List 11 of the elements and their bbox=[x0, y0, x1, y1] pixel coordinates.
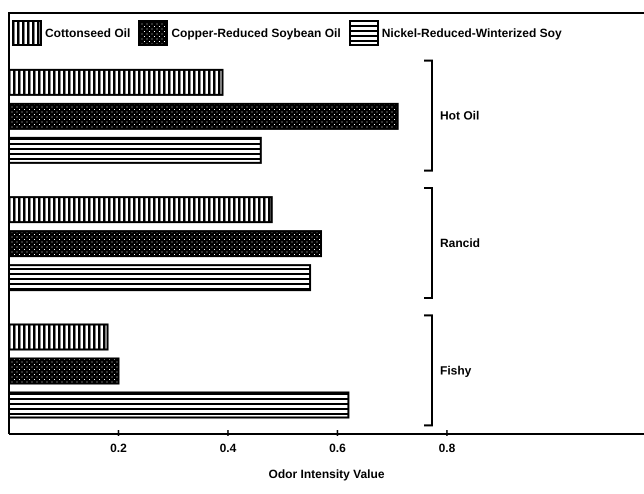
x-tick-label: 0.8 bbox=[438, 441, 456, 455]
legend-label: Copper-Reduced Soybean Oil bbox=[171, 26, 341, 40]
x-tick-label: 0.4 bbox=[220, 441, 237, 455]
y-tick-label: Hot Oil bbox=[440, 108, 480, 123]
x-tick-label: 0.6 bbox=[329, 441, 346, 455]
x-tick-label: 0.2 bbox=[110, 441, 128, 455]
legend-label: Cottonseed Oil bbox=[45, 26, 130, 40]
legend-label: Nickel-Reduced-Winterized Soy bbox=[382, 26, 562, 40]
y-tick-label: Fishy bbox=[440, 363, 472, 378]
x-axis-title: Odor Intensity Value bbox=[268, 467, 385, 481]
y-tick-label: Rancid bbox=[440, 236, 480, 250]
